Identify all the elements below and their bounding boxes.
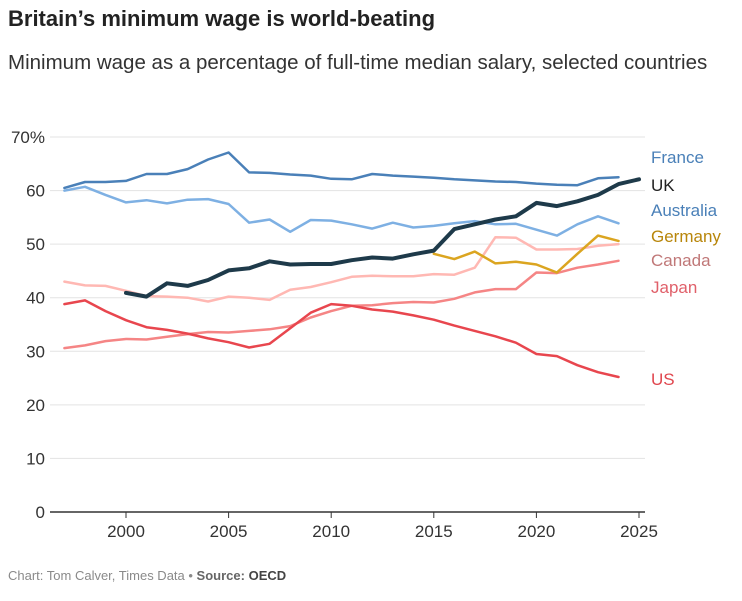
separator: • (184, 568, 197, 583)
series-label-japan: Japan (651, 278, 697, 297)
series-line-france (63, 151, 620, 190)
chart-credit: Chart: Tom Calver, Times Data (8, 568, 185, 583)
x-tick-label: 2005 (210, 522, 248, 541)
source-name: OECD (248, 568, 287, 583)
y-tick-label: 20 (26, 396, 45, 415)
y-tick-label: 10 (26, 449, 45, 468)
series-line-canada (63, 235, 620, 303)
y-tick-label: 40 (26, 289, 45, 308)
series-line-uk (124, 177, 641, 299)
series-label-uk: UK (651, 176, 675, 195)
x-tick-label: 2015 (415, 522, 453, 541)
y-tick-label: 70% (11, 128, 45, 147)
x-tick-label: 2020 (517, 522, 555, 541)
series-label-germany: Germany (651, 227, 721, 246)
series-label-canada: Canada (651, 251, 711, 270)
x-tick-label: 2010 (312, 522, 350, 541)
x-tick-label: 2000 (107, 522, 145, 541)
source-label: Source: (196, 568, 245, 583)
series-line-japan (63, 259, 620, 350)
series-line-australia (63, 185, 620, 237)
series-label-france: France (651, 148, 704, 167)
y-tick-label: 50 (26, 235, 45, 254)
y-tick-label: 0 (36, 503, 45, 522)
series-label-us: US (651, 370, 675, 389)
chart-title: Britain’s minimum wage is world-beating (8, 6, 436, 31)
x-tick-label: 2025 (620, 522, 658, 541)
chart-subtitle: Minimum wage as a percentage of full-tim… (8, 51, 708, 74)
footer: Chart: Tom Calver, Times Data • Source: … (8, 568, 286, 583)
series-line-germany (432, 234, 620, 274)
series-line-us (63, 299, 620, 379)
series-label-australia: Australia (651, 201, 718, 220)
y-tick-label: 60 (26, 182, 45, 201)
y-tick-label: 30 (26, 342, 45, 361)
